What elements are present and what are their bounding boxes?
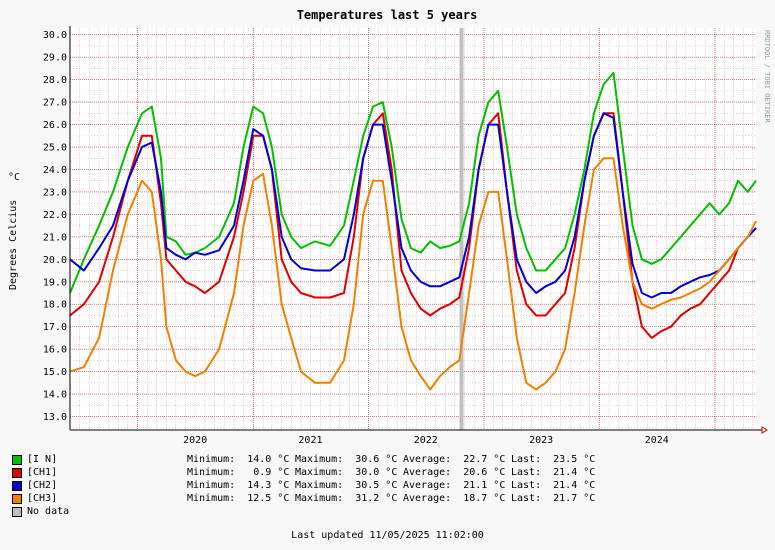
series-line-ch2	[69, 112, 757, 299]
legend-max-ch3: Maximum: 31.2 °C	[295, 493, 398, 504]
legend-last-ch2: Last: 21.4 °C	[511, 480, 596, 491]
legend-avg-ch1: Average: 20.6 °C	[403, 467, 506, 478]
x-axis-arrow	[761, 426, 768, 434]
y-tick-label: 26.0	[43, 120, 67, 131]
legend-label-in: [I N]	[27, 454, 58, 465]
legend-min-ch3: Minimum: 12.5 °C	[187, 493, 290, 504]
chart-title: Temperatures last 5 years	[297, 8, 478, 22]
rrdtool-credit: RRDTOOL / TOBI OETIKER	[763, 30, 771, 124]
legend-min-ch2: Minimum: 14.3 °C	[187, 480, 290, 491]
y-tick-label: 13.0	[43, 412, 67, 423]
y-tick-label: 15.0	[43, 367, 67, 378]
legend-max-in: Maximum: 30.6 °C	[295, 454, 398, 465]
legend-label-ch1: [CH1]	[27, 467, 58, 478]
y-tick-label: 29.0	[43, 53, 67, 64]
y-axis-unit: °C	[8, 172, 20, 183]
series-line-ch3	[69, 157, 757, 391]
legend-min-ch1: Minimum: 0.9 °C	[187, 467, 290, 478]
legend-last-ch1: Last: 21.4 °C	[511, 467, 596, 478]
y-tick-label: 28.0	[43, 75, 67, 86]
series-line-ch1	[69, 112, 757, 339]
y-tick-label: 23.0	[43, 187, 67, 198]
legend-row-ch1: [CH1] Minimum: 0.9 °C Maximum: 30.0 °C A…	[12, 466, 595, 479]
last-updated: Last updated 11/05/2025 11:02:00	[291, 530, 484, 541]
y-tick-label: 19.0	[43, 277, 67, 288]
y-tick-label: 30.0	[43, 30, 67, 41]
legend-row-ch3: [CH3] Minimum: 12.5 °C Maximum: 31.2 °C …	[12, 492, 595, 505]
legend-row-nodata: No data	[12, 505, 595, 518]
y-tick-label: 18.0	[43, 300, 67, 311]
legend-swatch-nodata	[12, 506, 22, 517]
y-tick-label: 20.0	[43, 255, 67, 266]
y-tick-label: 27.0	[43, 98, 67, 109]
legend-min-in: Minimum: 14.0 °C	[187, 454, 290, 465]
y-tick-label: 16.0	[43, 345, 67, 356]
legend-row-ch2: [CH2] Minimum: 14.3 °C Maximum: 30.5 °C …	[12, 479, 595, 492]
y-tick-label: 14.0	[43, 390, 67, 401]
x-tick-label: 2023	[529, 435, 553, 446]
plot-area	[70, 28, 756, 430]
legend-last-in: Last: 23.5 °C	[511, 454, 596, 465]
legend: [I N] Minimum: 14.0 °C Maximum: 30.6 °C …	[12, 453, 595, 518]
y-tick-label: 24.0	[43, 165, 67, 176]
y-tick-label: 25.0	[43, 143, 67, 154]
legend-label-nodata: No data	[27, 506, 70, 517]
y-axis-title: Degrees Celcius	[8, 200, 19, 290]
legend-avg-in: Average: 22.7 °C	[403, 454, 506, 465]
legend-swatch-ch2	[12, 480, 22, 491]
x-tick-label: 2022	[414, 435, 438, 446]
series-line-in	[69, 71, 757, 294]
legend-swatch-ch1	[12, 467, 22, 478]
legend-row-in: [I N] Minimum: 14.0 °C Maximum: 30.6 °C …	[12, 453, 595, 466]
legend-swatch-in	[12, 454, 22, 465]
legend-swatch-ch3	[12, 493, 22, 504]
legend-avg-ch2: Average: 21.1 °C	[403, 480, 506, 491]
x-tick-label: 2021	[298, 435, 322, 446]
y-tick-label: 17.0	[43, 322, 67, 333]
legend-max-ch2: Maximum: 30.5 °C	[295, 480, 398, 491]
legend-label-ch3: [CH3]	[27, 493, 58, 504]
y-tick-label: 21.0	[43, 232, 67, 243]
x-tick-label: 2024	[645, 435, 669, 446]
legend-max-ch1: Maximum: 30.0 °C	[295, 467, 398, 478]
legend-last-ch3: Last: 21.7 °C	[511, 493, 596, 504]
x-tick-label: 2020	[183, 435, 207, 446]
legend-avg-ch3: Average: 18.7 °C	[403, 493, 506, 504]
legend-label-ch2: [CH2]	[27, 480, 58, 491]
y-tick-label: 22.0	[43, 210, 67, 221]
